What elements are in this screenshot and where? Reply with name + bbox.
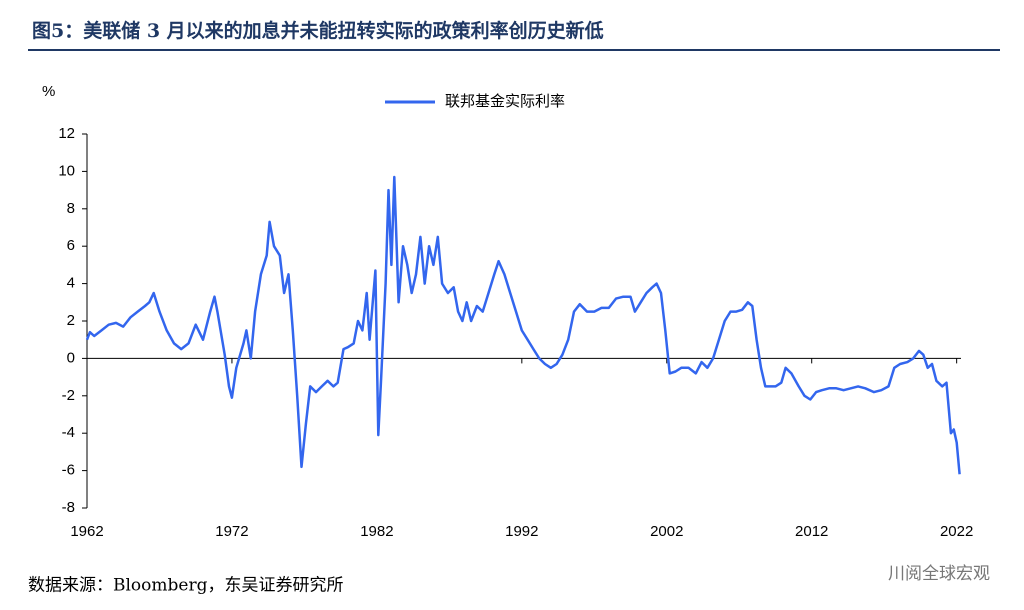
x-tick-label: 1982 [360,523,393,540]
y-axis-label: % [42,83,55,100]
y-tick-label: 12 [58,125,75,142]
x-tick-label: 2022 [940,523,973,540]
source-note: 数据来源：Bloomberg，东吴证券研究所 [28,576,343,596]
data-line [85,175,961,475]
y-tick-label: 2 [67,312,75,329]
y-tick-label: -8 [62,499,75,516]
legend-label: 联邦基金实际利率 [445,93,565,110]
y-tick-label: 8 [67,200,75,217]
x-tick-label: 1992 [505,523,538,540]
x-tick-label: 2002 [650,523,683,540]
y-tick-label: -6 [62,462,75,479]
x-tick-label: 1972 [215,523,248,540]
x-tick-label: 2012 [795,523,828,540]
chart-title: 图5：美联储 3 月以来的加息并未能扭转实际的政策利率创历史新低 [32,19,604,42]
watermark: 川阅全球宏观 [888,564,990,584]
y-tick-label: 0 [67,349,75,366]
y-tick-label: 4 [67,275,75,292]
y-tick-label: -2 [62,387,75,404]
y-tick-label: 6 [67,237,75,254]
x-tick-label: 1962 [70,523,103,540]
y-tick-label: 10 [58,162,75,179]
y-tick-label: -4 [62,424,75,441]
